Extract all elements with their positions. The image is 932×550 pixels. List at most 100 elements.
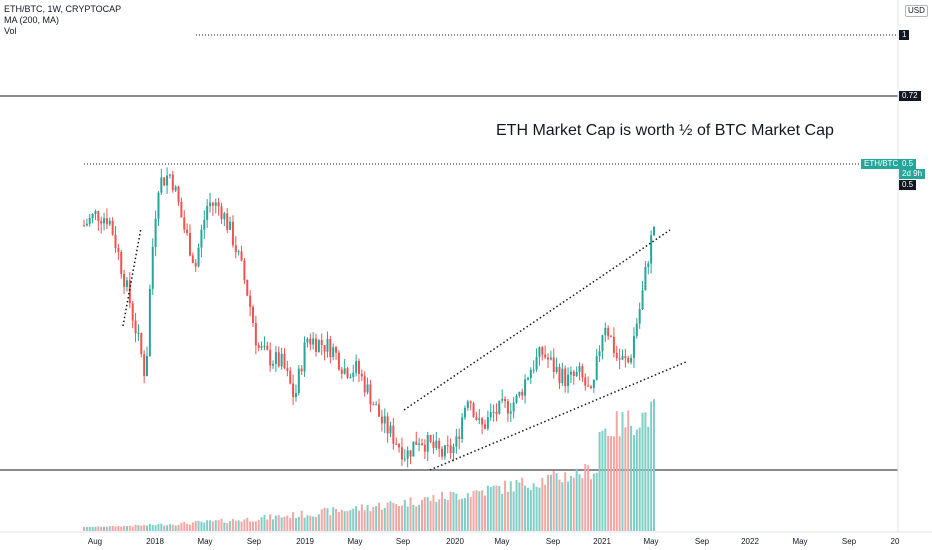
volume-bar <box>484 495 487 531</box>
price-tag-countdown: 2d 9h <box>899 169 926 179</box>
volume-bar <box>426 497 429 531</box>
candle-body <box>105 218 108 225</box>
volume-bar <box>504 480 507 531</box>
volume-bar <box>246 517 249 531</box>
candle-body <box>650 235 653 264</box>
volume-bar <box>469 496 472 531</box>
legend-vol[interactable]: Vol <box>4 26 17 36</box>
candle-body <box>403 458 406 460</box>
candle-body <box>297 368 300 394</box>
candle-body <box>234 245 237 253</box>
legend-symbol[interactable]: ETH/BTC, 1W, CRYPTOCAP <box>4 4 122 14</box>
candle-body <box>166 175 169 186</box>
candle-body <box>269 349 272 366</box>
candle-body <box>260 346 263 348</box>
volume-bar <box>452 492 455 531</box>
volume-bar <box>610 436 613 531</box>
volume-bar <box>217 520 220 531</box>
volume-bar <box>544 484 547 531</box>
candle-body <box>329 338 332 358</box>
volume-bar <box>257 519 260 531</box>
candle-body <box>340 369 343 374</box>
volume-bar <box>312 516 315 531</box>
candle-body <box>386 416 389 434</box>
volume-bar <box>83 527 85 531</box>
candle-body <box>108 220 111 225</box>
volume-bar <box>194 521 197 531</box>
volume-bar <box>237 520 240 531</box>
currency-button[interactable]: USD <box>905 5 928 17</box>
volume-bar <box>94 526 97 531</box>
volume-bar <box>589 479 592 531</box>
volume-bar <box>567 481 570 531</box>
candle-body <box>555 366 558 372</box>
candle-body <box>647 263 650 267</box>
candle-body <box>478 418 481 420</box>
legend-ma[interactable]: MA (200, MA) <box>4 15 60 25</box>
volume-bar <box>564 472 567 531</box>
volume-bar <box>303 517 306 531</box>
candle-body <box>641 290 644 310</box>
candle-body <box>378 404 381 417</box>
candle-body <box>612 336 615 353</box>
volume-bar <box>297 516 300 531</box>
candle-body <box>512 402 515 412</box>
candle-body <box>197 247 200 267</box>
text-annotation[interactable]: ETH Market Cap is worth ½ of BTC Market … <box>496 122 834 139</box>
price-tag-05: 0.5 <box>899 180 917 190</box>
volume-bar <box>352 508 355 531</box>
candle-body <box>638 309 641 324</box>
candle-body <box>366 384 369 393</box>
candle-body <box>231 221 234 246</box>
candle-body <box>97 211 100 222</box>
volume-bar <box>443 498 446 531</box>
trendlines <box>122 227 687 471</box>
candle-body <box>312 338 315 345</box>
volume-bar <box>630 425 633 531</box>
volume-bar <box>466 493 469 531</box>
candle-body <box>426 434 429 452</box>
volume-bar <box>260 517 263 531</box>
candle-body <box>88 218 91 224</box>
candle-body <box>544 354 547 358</box>
time-axis: Aug 2018 May Sep 2019 May Sep 2020 May Sep 2021 May… <box>88 537 900 546</box>
volume-bar <box>166 525 169 531</box>
volume-bar <box>526 487 529 531</box>
candle-body <box>323 345 326 352</box>
candle-body <box>188 233 191 256</box>
volume-bar <box>501 493 504 531</box>
candle-body <box>263 345 266 347</box>
candle-body <box>306 338 309 343</box>
volume-bar <box>183 521 186 531</box>
candle-body <box>183 217 186 230</box>
candle-body <box>535 357 538 370</box>
volume-bar <box>644 412 647 531</box>
volume-bar <box>446 499 449 531</box>
volume-bar <box>601 430 604 531</box>
candle-body <box>598 351 601 357</box>
candle-body <box>266 345 269 350</box>
volume-bar <box>627 410 630 531</box>
volume-bar <box>134 524 137 531</box>
volume-bar <box>515 480 518 531</box>
trendline-2017-flag <box>122 227 142 327</box>
candle-body <box>415 441 418 445</box>
volume-bar <box>332 507 335 531</box>
candle-body <box>303 342 306 372</box>
candle-body <box>294 393 297 398</box>
candle-body <box>380 416 383 424</box>
candle-body <box>357 361 360 374</box>
price-tag-current: 0.5 <box>899 159 917 169</box>
candle-body <box>337 352 340 370</box>
candle-body <box>615 352 618 359</box>
volume-bar <box>535 486 538 531</box>
volume-bar <box>143 524 146 531</box>
candle-body <box>194 263 197 267</box>
volume-bar <box>584 464 587 531</box>
volume-bar <box>294 518 297 531</box>
candle-body <box>383 416 386 424</box>
volume-bar <box>386 502 389 531</box>
volume-bar <box>128 525 131 531</box>
volume-bar <box>286 515 289 531</box>
